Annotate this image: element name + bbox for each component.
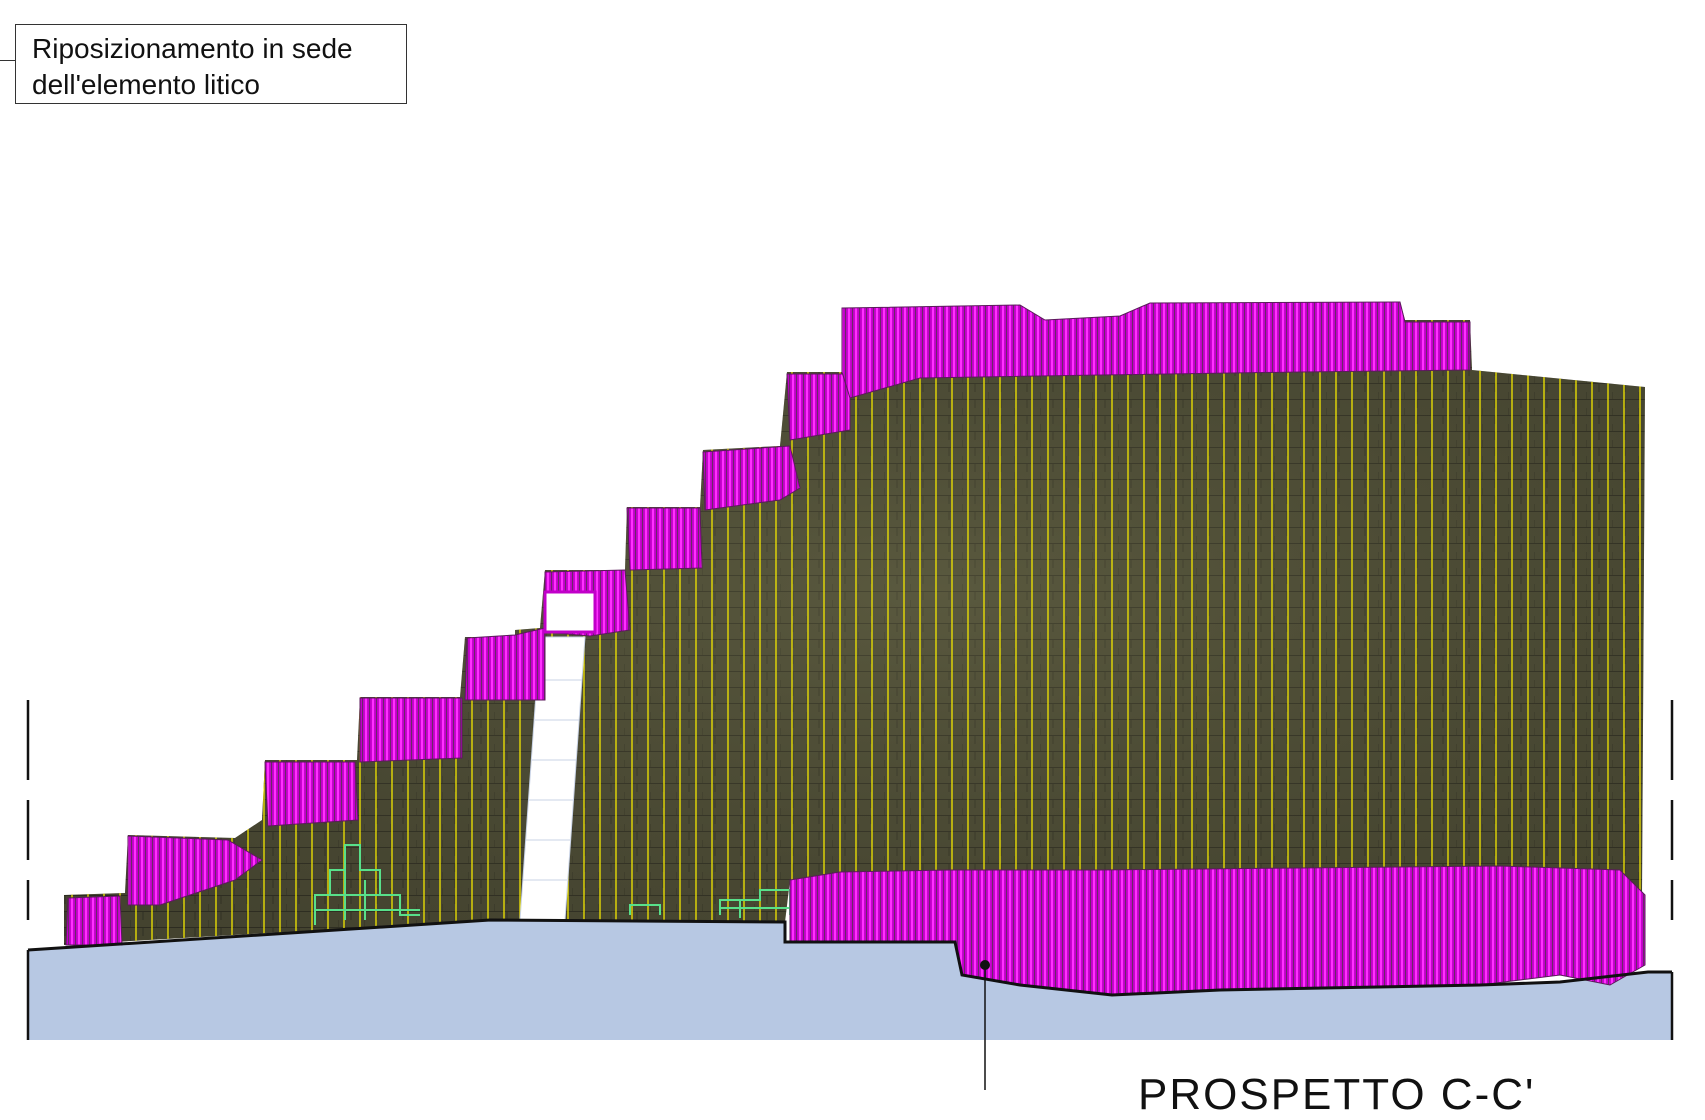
annotation-leader-tick: [0, 60, 15, 61]
annotation-line-1: Riposizionamento in sede: [32, 33, 353, 64]
stone-elements-hatch: [65, 301, 1646, 996]
annotation-line-2: dell'elemento litico: [32, 69, 260, 100]
elevation-drawing: [26, 301, 1674, 1090]
leader-dot-icon: [980, 960, 990, 970]
section-title: PROSPETTO C-C': [1138, 1070, 1536, 1119]
section-profile-line: [27, 918, 1672, 997]
masonry-wall: [64, 302, 1645, 945]
ground-section: [28, 920, 1672, 1040]
annotation-box: Riposizionamento in sede dell'elemento l…: [15, 24, 407, 104]
stone-marker: [543, 590, 597, 634]
